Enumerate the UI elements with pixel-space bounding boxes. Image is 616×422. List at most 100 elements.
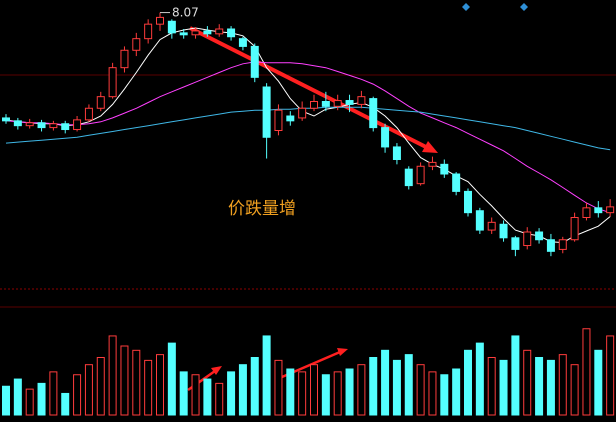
volume-bar bbox=[487, 357, 496, 416]
candle-body bbox=[606, 206, 615, 214]
candle-body bbox=[475, 210, 484, 231]
volume-bar bbox=[179, 371, 188, 416]
volume-bar bbox=[49, 371, 58, 416]
volume-bar bbox=[392, 359, 401, 416]
volume-bar bbox=[369, 357, 378, 416]
volume-bar bbox=[321, 374, 330, 416]
candle-body bbox=[61, 123, 70, 131]
volume-bar bbox=[345, 368, 354, 416]
candle-body bbox=[310, 101, 318, 109]
volume-bar bbox=[381, 349, 390, 416]
volume-bar bbox=[511, 335, 520, 416]
candle-body bbox=[452, 173, 461, 192]
volume-bar bbox=[25, 388, 34, 416]
volume-bar bbox=[132, 349, 141, 416]
candle-body bbox=[546, 239, 555, 252]
candle-body bbox=[84, 107, 93, 121]
candle-body bbox=[357, 96, 366, 105]
moving-average bbox=[5, 106, 611, 151]
volume-bar bbox=[2, 385, 10, 416]
volume-bar bbox=[120, 345, 129, 416]
volume-bar bbox=[404, 354, 413, 416]
volume-bar bbox=[73, 374, 82, 416]
candle-body bbox=[49, 123, 58, 129]
candle-body bbox=[404, 168, 413, 187]
candle-body bbox=[523, 231, 532, 247]
candle-body bbox=[333, 100, 342, 107]
candle-body bbox=[215, 28, 224, 35]
volume-bar bbox=[452, 368, 461, 416]
candle-body bbox=[2, 117, 10, 122]
candle-body bbox=[96, 96, 105, 109]
volume-bar bbox=[262, 335, 271, 416]
arrow-head bbox=[211, 366, 222, 375]
volume-bar bbox=[464, 349, 472, 416]
candle-body bbox=[440, 163, 449, 175]
candle-body bbox=[13, 120, 22, 127]
volume-bar bbox=[274, 359, 283, 416]
candle-body bbox=[511, 237, 520, 250]
volume-bar bbox=[156, 354, 164, 416]
candle-body bbox=[594, 207, 603, 214]
marker bbox=[520, 3, 528, 11]
marker bbox=[462, 3, 470, 11]
candle-body bbox=[250, 45, 259, 78]
volume-bar bbox=[416, 364, 425, 416]
volume-arrow bbox=[274, 350, 341, 382]
arrow-head bbox=[337, 348, 348, 356]
volume-bar bbox=[144, 359, 153, 416]
candle-body bbox=[582, 207, 591, 218]
candle-body bbox=[535, 231, 544, 241]
volume-bar bbox=[227, 371, 236, 416]
volume-bar bbox=[546, 359, 555, 416]
volume-bar bbox=[582, 328, 591, 416]
candle-body bbox=[499, 223, 508, 239]
arrows bbox=[187, 26, 438, 392]
volume-bar bbox=[333, 371, 342, 416]
moving-average bbox=[5, 27, 611, 244]
candle-body bbox=[369, 98, 378, 129]
candle-body bbox=[156, 16, 164, 25]
candle-body bbox=[227, 28, 236, 38]
candle-body bbox=[120, 49, 129, 69]
candle-body bbox=[262, 86, 271, 138]
candle-body bbox=[487, 221, 496, 231]
volume-bar bbox=[191, 374, 200, 416]
candle-body bbox=[191, 30, 200, 36]
volume-bar bbox=[167, 342, 176, 416]
volume-bar bbox=[203, 378, 212, 416]
candle-body bbox=[179, 32, 188, 36]
candle-body bbox=[464, 190, 472, 214]
volume-bar bbox=[286, 368, 295, 416]
candle-body bbox=[144, 23, 153, 40]
annotation: 价跌量增 bbox=[228, 199, 296, 219]
candle-body bbox=[570, 217, 579, 241]
candle-body bbox=[428, 161, 437, 167]
candle-body bbox=[274, 109, 283, 131]
volume-bar bbox=[428, 371, 437, 416]
volume-bar bbox=[37, 382, 46, 416]
volume-bar bbox=[298, 371, 307, 416]
candle-body bbox=[25, 122, 34, 127]
volume-bar bbox=[558, 354, 567, 416]
volume-bar bbox=[310, 364, 318, 416]
volume-bar bbox=[215, 382, 224, 416]
candle-body bbox=[73, 119, 82, 131]
volume-bar bbox=[61, 392, 70, 416]
volume-bar bbox=[594, 349, 603, 416]
trend-arrow bbox=[189, 26, 429, 150]
candle-body bbox=[37, 122, 46, 129]
candle-body bbox=[321, 101, 330, 107]
volume-bar bbox=[13, 378, 22, 416]
volume-bar bbox=[357, 364, 366, 416]
high-label: 8.07 bbox=[172, 6, 199, 20]
volume-bar bbox=[535, 357, 544, 416]
candle-body bbox=[345, 100, 354, 105]
candle-body bbox=[558, 239, 567, 250]
volume-bar bbox=[108, 335, 117, 416]
volume-bar bbox=[84, 364, 93, 416]
candle-body bbox=[108, 67, 117, 98]
volume-bar bbox=[499, 359, 508, 416]
moving-average bbox=[5, 61, 611, 214]
volume-bar bbox=[96, 357, 105, 416]
